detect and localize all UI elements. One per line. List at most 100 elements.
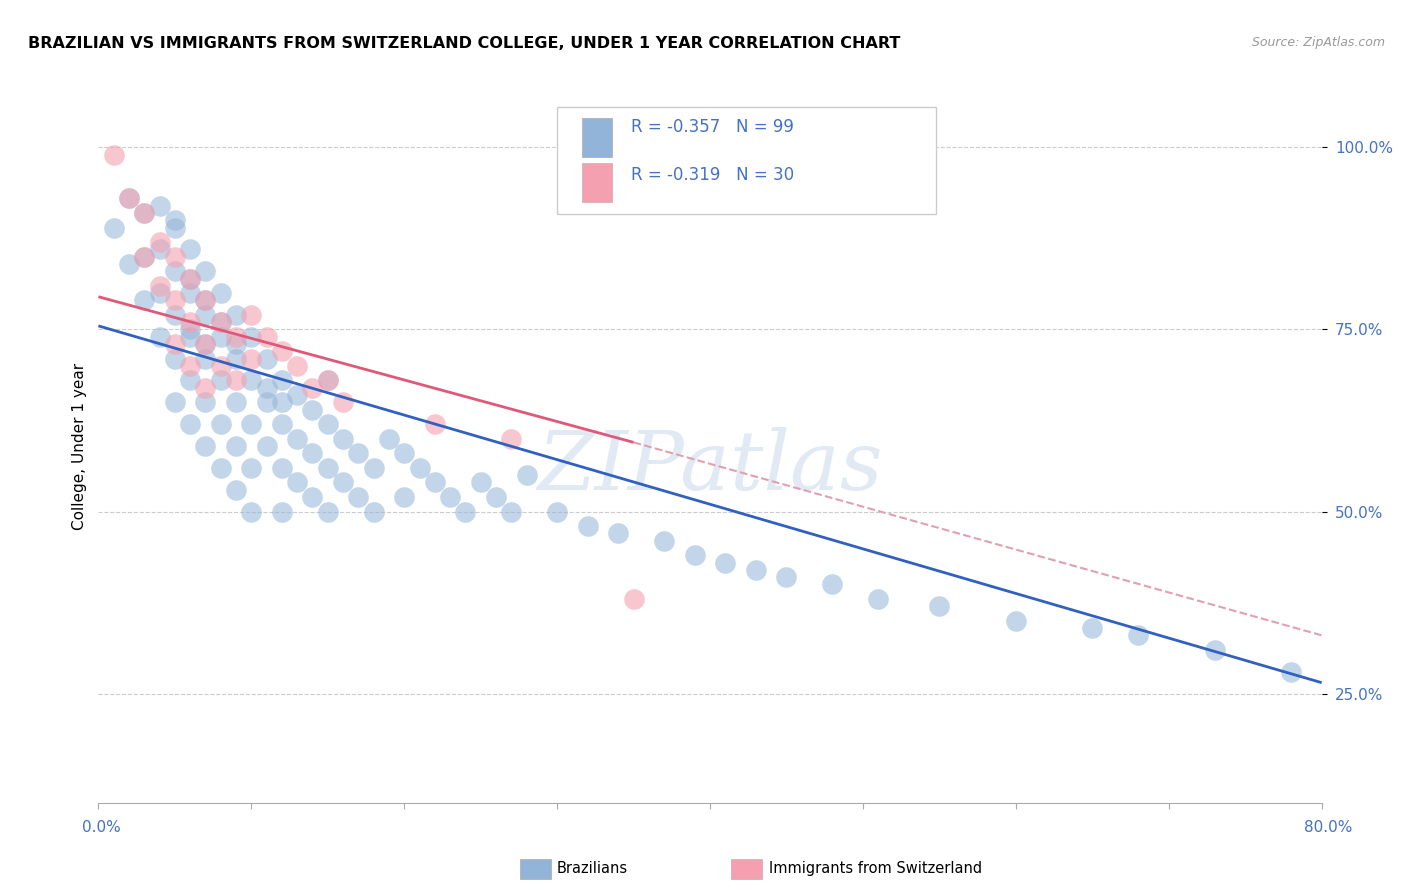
- Point: [301, 490, 323, 504]
- Point: [256, 439, 278, 453]
- Text: 80.0%: 80.0%: [1305, 821, 1353, 835]
- Point: [103, 147, 125, 161]
- Text: R = -0.319   N = 30: R = -0.319 N = 30: [630, 166, 793, 184]
- Point: [423, 475, 446, 490]
- Point: [209, 359, 232, 373]
- Point: [209, 286, 232, 301]
- Text: R = -0.357   N = 99: R = -0.357 N = 99: [630, 118, 793, 136]
- Point: [316, 374, 339, 388]
- Point: [1081, 621, 1104, 635]
- Point: [285, 359, 308, 373]
- Point: [149, 286, 172, 301]
- Point: [134, 250, 156, 264]
- Point: [179, 417, 201, 432]
- Point: [316, 460, 339, 475]
- Point: [209, 417, 232, 432]
- Point: [179, 374, 201, 388]
- Point: [194, 381, 217, 395]
- Point: [194, 293, 217, 308]
- Point: [163, 337, 186, 351]
- Point: [868, 591, 890, 606]
- Text: BRAZILIAN VS IMMIGRANTS FROM SWITZERLAND COLLEGE, UNDER 1 YEAR CORRELATION CHART: BRAZILIAN VS IMMIGRANTS FROM SWITZERLAND…: [28, 36, 900, 51]
- Text: Source: ZipAtlas.com: Source: ZipAtlas.com: [1251, 36, 1385, 49]
- Point: [163, 395, 186, 409]
- Point: [179, 271, 201, 285]
- Point: [225, 337, 247, 351]
- Point: [194, 308, 217, 322]
- Point: [225, 308, 247, 322]
- Point: [683, 548, 706, 562]
- Point: [378, 432, 401, 446]
- Point: [332, 432, 354, 446]
- Point: [546, 504, 568, 518]
- Point: [270, 395, 292, 409]
- Point: [392, 490, 416, 504]
- Point: [194, 337, 217, 351]
- Point: [285, 432, 308, 446]
- Point: [194, 293, 217, 308]
- Point: [485, 490, 508, 504]
- Point: [149, 243, 172, 257]
- Point: [225, 374, 247, 388]
- Point: [134, 293, 156, 308]
- Point: [163, 213, 186, 227]
- Point: [240, 504, 263, 518]
- Point: [501, 432, 523, 446]
- Point: [163, 250, 186, 264]
- Point: [301, 381, 323, 395]
- Point: [149, 199, 172, 213]
- Point: [516, 468, 538, 483]
- Point: [163, 220, 186, 235]
- Point: [240, 308, 263, 322]
- Point: [134, 250, 156, 264]
- Point: [149, 330, 172, 344]
- Point: [194, 351, 217, 366]
- Point: [454, 504, 477, 518]
- Point: [256, 351, 278, 366]
- Point: [240, 374, 263, 388]
- Point: [347, 490, 370, 504]
- Point: [363, 460, 385, 475]
- Point: [501, 504, 523, 518]
- Point: [316, 374, 339, 388]
- Point: [347, 446, 370, 460]
- Point: [179, 286, 201, 301]
- Point: [285, 475, 308, 490]
- Point: [623, 591, 645, 606]
- Point: [1128, 628, 1150, 642]
- Bar: [582, 118, 612, 157]
- Point: [270, 374, 292, 388]
- Point: [194, 395, 217, 409]
- Point: [270, 460, 292, 475]
- Point: [301, 446, 323, 460]
- Point: [209, 315, 232, 329]
- Point: [163, 351, 186, 366]
- Point: [423, 417, 446, 432]
- Point: [118, 257, 141, 271]
- Point: [179, 271, 201, 285]
- Point: [179, 243, 201, 257]
- Point: [149, 278, 172, 293]
- Point: [1004, 614, 1026, 628]
- Point: [240, 330, 263, 344]
- Point: [194, 264, 217, 278]
- Point: [363, 504, 385, 518]
- Point: [209, 315, 232, 329]
- Point: [408, 460, 430, 475]
- Point: [1204, 643, 1226, 657]
- Point: [576, 519, 599, 533]
- Point: [103, 220, 125, 235]
- Text: 0.0%: 0.0%: [82, 821, 121, 835]
- Point: [225, 395, 247, 409]
- Point: [240, 417, 263, 432]
- Text: ZIPatlas: ZIPatlas: [537, 427, 883, 508]
- Point: [179, 330, 201, 344]
- Point: [775, 570, 797, 584]
- Point: [118, 191, 141, 205]
- Text: Immigrants from Switzerland: Immigrants from Switzerland: [769, 862, 983, 876]
- Point: [194, 337, 217, 351]
- Point: [225, 351, 247, 366]
- Point: [316, 417, 339, 432]
- Point: [301, 402, 323, 417]
- Point: [332, 475, 354, 490]
